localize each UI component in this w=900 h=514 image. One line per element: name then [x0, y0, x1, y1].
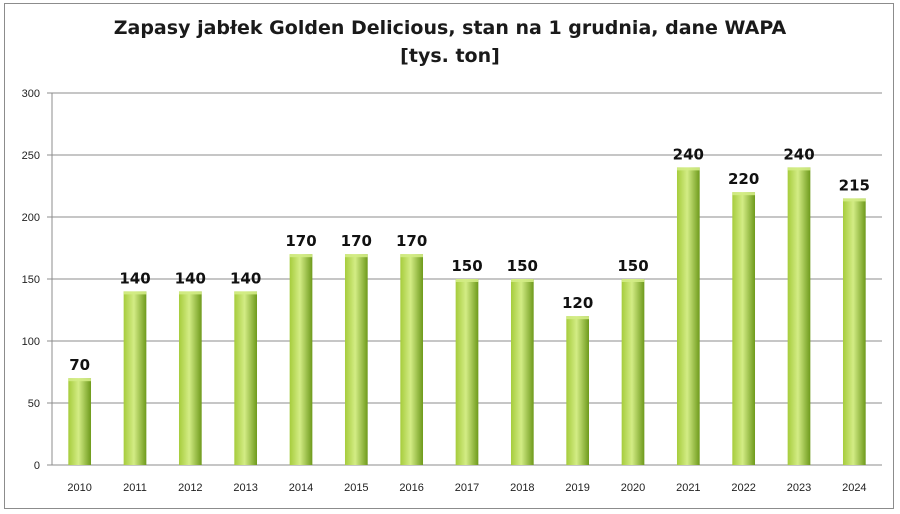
- bar-cap: [566, 316, 590, 320]
- y-tick-label: 300: [22, 88, 40, 100]
- bar-2010: [68, 378, 92, 465]
- data-label: 140: [230, 269, 261, 287]
- bar-2012: [178, 291, 202, 465]
- y-tick-label: 50: [28, 398, 40, 410]
- x-tick-label: 2018: [510, 482, 534, 494]
- bar-cap: [289, 254, 313, 258]
- data-label: 240: [673, 145, 704, 163]
- data-label: 170: [396, 232, 427, 250]
- bar-2023: [787, 167, 811, 465]
- x-tick-label: 2019: [565, 482, 589, 494]
- data-label: 170: [341, 232, 372, 250]
- y-tick-label: 100: [22, 336, 40, 348]
- x-tick-label: 2013: [233, 482, 257, 494]
- data-labels: 70 140 140 140 170 170 170 150 150 120 150 240 220 24…: [69, 145, 870, 374]
- data-label: 220: [728, 170, 759, 188]
- y-axis: 0 50 100 150 200 250 300: [22, 88, 53, 472]
- bar-cap: [344, 254, 368, 258]
- data-label: 140: [119, 269, 150, 287]
- data-label: 140: [175, 269, 206, 287]
- data-label: 170: [285, 232, 316, 250]
- bar-2017: [455, 279, 479, 465]
- bar-2016: [400, 254, 424, 465]
- data-label: 70: [69, 356, 90, 374]
- x-tick-label: 2023: [787, 482, 811, 494]
- data-label: 150: [451, 257, 482, 275]
- bar-cap: [787, 167, 811, 171]
- y-tick-label: 200: [22, 212, 40, 224]
- data-label: 150: [507, 257, 538, 275]
- x-tick-label: 2011: [123, 482, 147, 494]
- x-tick-label: 2016: [399, 482, 423, 494]
- x-tick-label: 2015: [344, 482, 368, 494]
- bar-cap: [455, 279, 479, 282]
- x-tick-label: 2021: [676, 482, 700, 494]
- bar-cap: [510, 279, 534, 282]
- bar-2022: [732, 192, 756, 465]
- y-tick-label: 150: [22, 274, 40, 286]
- bar-2019: [566, 316, 590, 465]
- bar-cap: [123, 291, 147, 295]
- bar-2011: [123, 291, 147, 465]
- bar-2024: [842, 198, 866, 465]
- bar-cap: [68, 378, 92, 382]
- data-label: 120: [562, 294, 593, 312]
- x-tick-label: 2022: [731, 482, 755, 494]
- bar-cap: [842, 198, 866, 202]
- y-tick-label: 250: [22, 150, 40, 162]
- data-label: 150: [617, 257, 648, 275]
- chart-title-line1: Zapasy jabłek Golden Delicious, stan na …: [113, 17, 787, 39]
- bars: [68, 167, 866, 465]
- x-tick-label: 2024: [842, 482, 866, 494]
- x-axis: 2010 2011 2012 2013 2014 2015 2016 2017 2018 2019…: [67, 482, 866, 494]
- bar-2018: [510, 279, 534, 465]
- chart-title-line2: [tys. ton]: [400, 45, 500, 67]
- bar-cap: [400, 254, 424, 258]
- data-label: 215: [839, 176, 870, 194]
- x-tick-label: 2020: [621, 482, 645, 494]
- x-tick-label: 2012: [178, 482, 202, 494]
- chart-title: Zapasy jabłek Golden Delicious, stan na …: [0, 14, 900, 70]
- bar-2013: [234, 291, 258, 465]
- x-tick-label: 2014: [289, 482, 313, 494]
- bar-2021: [676, 167, 700, 465]
- bar-2020: [621, 279, 645, 465]
- x-tick-label: 2017: [455, 482, 479, 494]
- bar-2015: [344, 254, 368, 465]
- bar-cap: [676, 167, 700, 171]
- bar-cap: [621, 279, 645, 282]
- data-label: 240: [783, 145, 814, 163]
- x-tick-label: 2010: [67, 482, 91, 494]
- bar-cap: [234, 291, 258, 295]
- bar-cap: [178, 291, 202, 295]
- bar-2014: [289, 254, 313, 465]
- y-tick-label: 0: [34, 460, 40, 472]
- bar-cap: [732, 192, 756, 196]
